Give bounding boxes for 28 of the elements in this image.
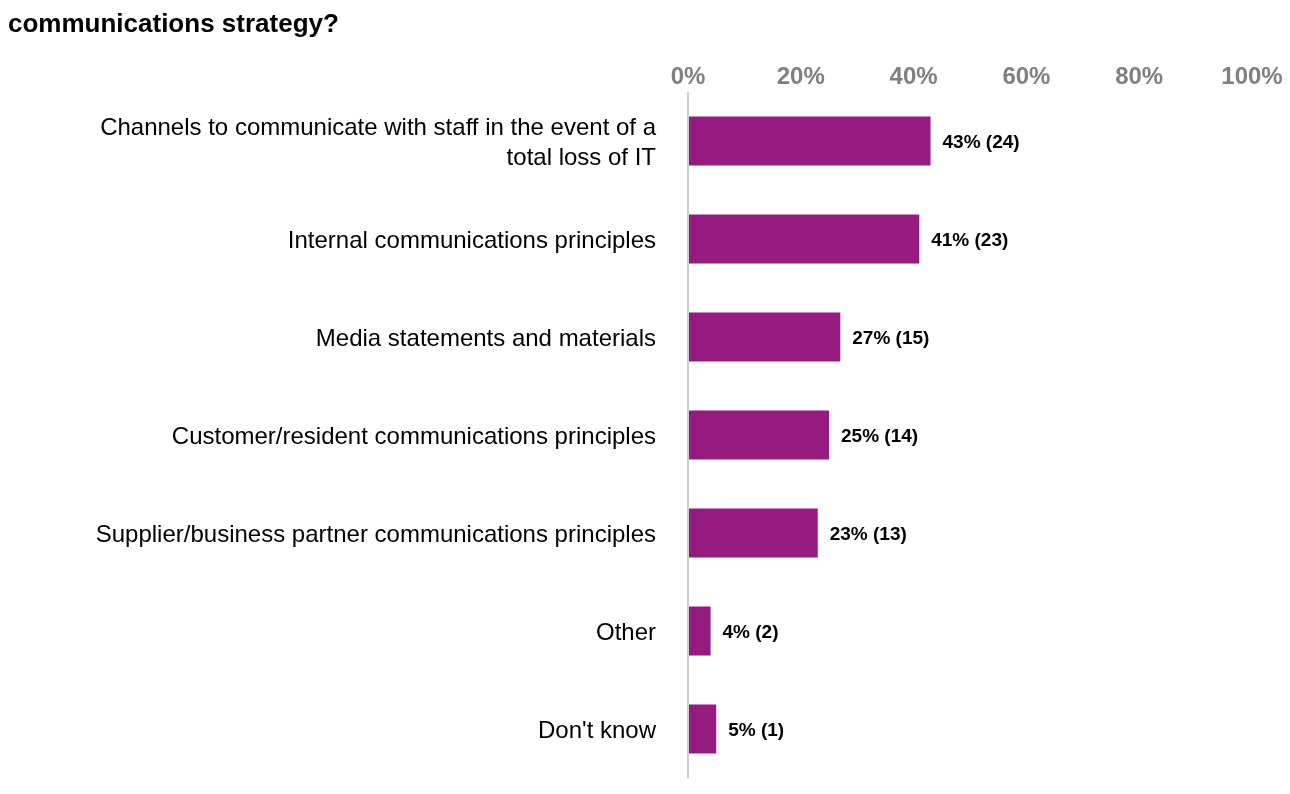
data-label: 43% (24) [942,130,1020,152]
y-tick-label: Don't know [538,715,657,743]
bar [688,312,841,362]
bar [688,704,717,754]
y-tick-label: Internal communications principles [287,225,656,253]
data-label: 25% (14) [841,424,919,446]
bar [688,116,931,166]
x-tick-label: 0% [670,62,706,89]
y-tick-label: Supplier/business partner communications principles [95,519,656,547]
bar [688,508,818,558]
bar [688,214,920,264]
y-tick-label: Channels to communicate with staff in the event of a total loss of IT [100,112,657,170]
data-label: 5% (1) [728,718,785,740]
bar [688,606,711,656]
x-tick-label: 60% [1002,62,1051,89]
y-tick-label: Media statements and materials [315,323,656,351]
x-tick-label: 40% [889,62,938,89]
y-tick-label: Other [595,617,656,645]
x-tick-label: 100% [1221,62,1283,89]
data-label: 4% (2) [722,620,779,642]
text: communications strategy? [8,8,340,40]
y-tick-label: Customer/resident communications principles [171,421,656,449]
x-tick-label: 80% [1115,62,1164,89]
data-label: 41% (23) [931,228,1009,250]
bar [688,410,829,460]
data-label: 27% (15) [852,326,930,348]
x-tick-label: 20% [776,62,825,89]
data-label: 23% (13) [829,522,907,544]
